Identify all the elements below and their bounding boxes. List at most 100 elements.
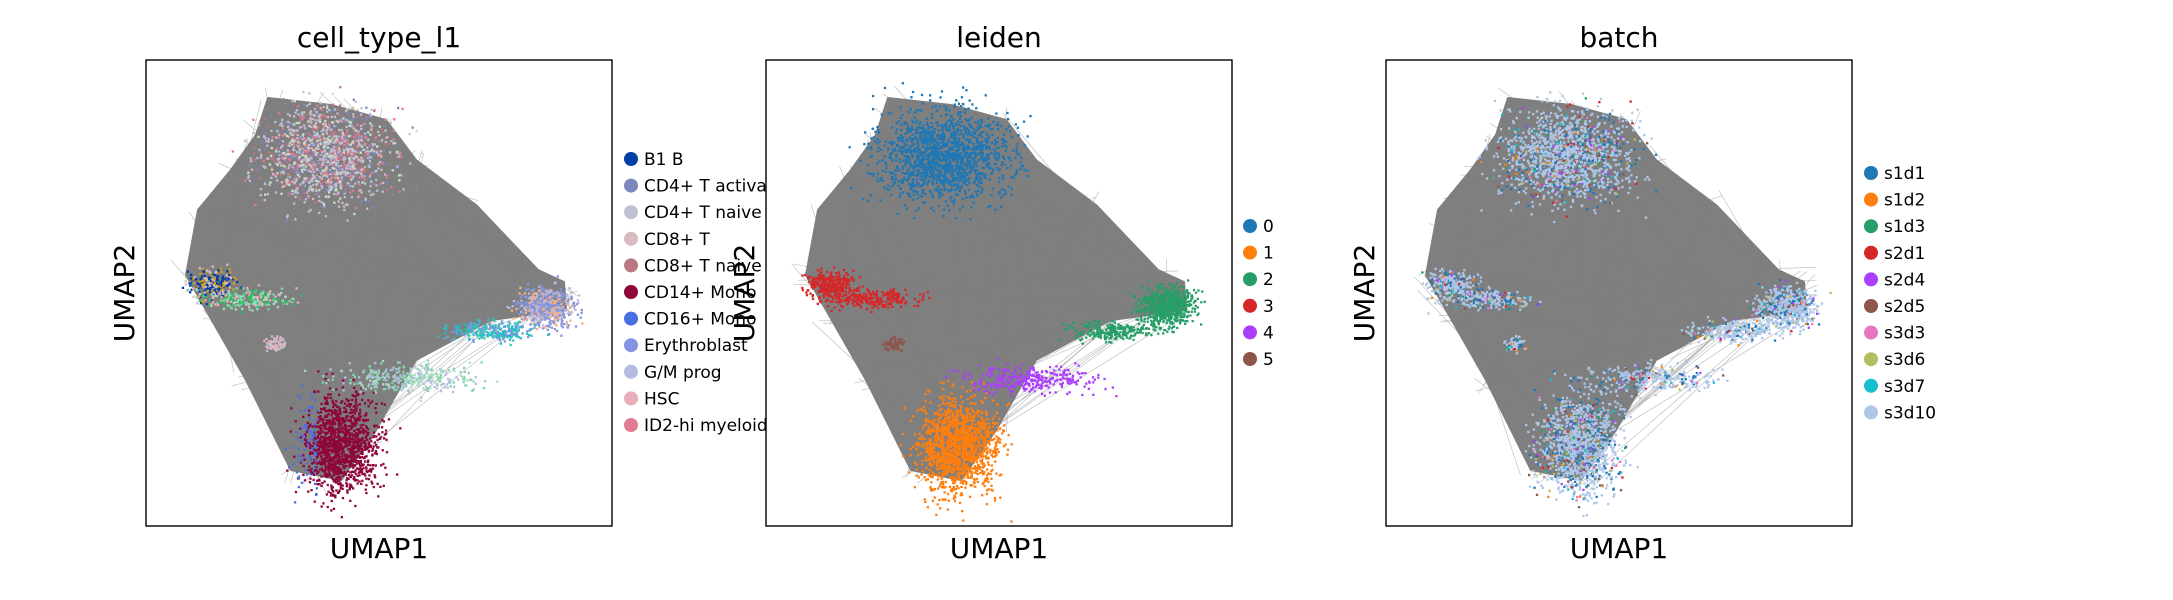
legend-label: 2 [1263, 270, 1274, 290]
legend-label: CD16+ Mono [644, 310, 756, 330]
panel-title: leiden [956, 21, 1042, 54]
legend-marker [624, 205, 638, 220]
legend-label: HSC [644, 389, 679, 409]
point-cluster-bridge [1552, 359, 1729, 400]
legend-label: s2d1 [1884, 244, 1925, 264]
legend-label: CD8+ T naive [644, 256, 762, 276]
point-cluster-leftSm [881, 335, 906, 352]
panel-title: cell_type_l1 [297, 21, 461, 54]
legend-label: s3d10 [1884, 403, 1936, 423]
legend: s1d1 s1d2 s1d3 s2d1 s2d4 s2d5 s3d3 s3d6 s3d7 s3d1… [1864, 164, 1936, 423]
legend: 0 1 2 3 4 5 [1243, 217, 1274, 370]
legend-marker [624, 152, 638, 166]
point-cluster-top [231, 86, 423, 223]
legend-marker [1864, 299, 1878, 313]
point-cluster-leftSm [263, 335, 287, 353]
legend-label: s3d7 [1884, 377, 1925, 397]
point-cluster-rightArm [1059, 319, 1166, 345]
legend-label: s1d2 [1884, 191, 1925, 211]
legend-marker [1243, 298, 1257, 313]
embedding-plot [170, 86, 584, 519]
graph-edges [170, 87, 578, 493]
legend-marker [1864, 219, 1878, 234]
legend-marker [1864, 192, 1878, 207]
point-cluster-bridge [304, 359, 499, 402]
legend-label: s3d3 [1884, 324, 1925, 344]
point-cluster-rightArm [437, 317, 550, 347]
legend-label: s2d4 [1884, 270, 1925, 290]
legend-marker [1864, 405, 1878, 420]
panel-leiden: leiden UMAP1 UMAP2 0 1 2 3 4 5 [728, 21, 1274, 565]
embedding-plot [1414, 87, 1832, 518]
x-axis-label: UMAP1 [330, 532, 429, 565]
point-cluster-right [1745, 279, 1832, 340]
legend-label: CD4+ T naive [644, 203, 762, 223]
legend-label: s1d3 [1884, 217, 1925, 237]
point-cluster-left [181, 263, 243, 306]
legend-label: 4 [1263, 323, 1274, 343]
legend-label: 0 [1263, 217, 1274, 237]
legend-marker [1864, 352, 1878, 367]
legend-label: CD8+ T [644, 230, 710, 250]
point-cluster-bottom [899, 380, 1013, 523]
legend-marker [1243, 219, 1257, 233]
legend-label: s1d1 [1884, 164, 1925, 184]
legend-label: CD4+ T activa [644, 177, 767, 197]
y-axis-label: UMAP2 [728, 244, 761, 343]
plot-frame [765, 59, 1233, 527]
legend-label: G/M prog [644, 363, 722, 383]
legend-marker [624, 231, 638, 246]
point-cluster-left [1421, 267, 1483, 302]
legend-marker [624, 285, 638, 299]
legend-label: ID2-hi myeloid [644, 416, 768, 436]
legend-label: B1 B [644, 150, 684, 170]
legend-marker [1243, 352, 1257, 366]
point-cluster-right [506, 275, 584, 337]
legend-label: 5 [1263, 350, 1274, 370]
point-cluster-leftArm [186, 284, 302, 314]
legend-marker [624, 418, 638, 432]
legend-marker [1864, 325, 1878, 340]
legend: B1 B CD4+ T activa CD4+ T naive CD8+ T CD8+ … [624, 150, 768, 436]
legend-marker [1864, 272, 1878, 287]
point-cluster-rightArm [1680, 316, 1788, 347]
point-cluster-right [1126, 279, 1206, 335]
point-cluster-leftSm [1503, 335, 1528, 355]
panel-batch: batch UMAP1 UMAP2 s1d1 s1d2 s1d3 s2d1 s2d4 s2… [1348, 21, 1936, 565]
legend-label: s3d6 [1884, 350, 1925, 370]
legend-marker [624, 258, 638, 273]
legend-label: CD14+ Mono [644, 283, 756, 303]
legend-label: Erythroblast [644, 336, 748, 356]
point-cluster-bridge [944, 358, 1118, 398]
legend-marker [624, 391, 638, 406]
point-cluster-top [848, 82, 1032, 221]
point-cluster-leftArm [816, 285, 931, 314]
legend-label: s2d5 [1884, 297, 1925, 317]
point-cluster-bottom [284, 370, 402, 519]
legend-marker [1864, 378, 1878, 393]
x-axis-label: UMAP1 [1570, 532, 1669, 565]
legend-marker [624, 311, 638, 326]
point-cluster-bottom [1524, 372, 1639, 518]
plot-frame [145, 59, 613, 527]
legend-label: 3 [1263, 297, 1274, 317]
point-cluster-left [801, 266, 861, 303]
legend-marker [624, 338, 638, 353]
point-cluster-top [1476, 91, 1658, 224]
legend-marker [1243, 245, 1257, 260]
panel-cell-type: cell_type_l1 UMAP1 UMAP2 B1 B CD4+ T acti… [108, 21, 768, 565]
legend-marker [1864, 245, 1878, 260]
y-axis-label: UMAP2 [108, 244, 141, 343]
embedding-plot [791, 82, 1206, 523]
legend-marker [1864, 166, 1878, 180]
plot-frame [1385, 59, 1853, 527]
legend-label: 1 [1263, 244, 1274, 264]
point-cluster-leftArm [1427, 282, 1542, 315]
panel-title: batch [1579, 21, 1658, 54]
legend-marker [1243, 272, 1257, 287]
legend-marker [624, 364, 638, 379]
x-axis-label: UMAP1 [950, 532, 1049, 565]
legend-marker [1243, 325, 1257, 340]
legend-marker [624, 178, 638, 193]
